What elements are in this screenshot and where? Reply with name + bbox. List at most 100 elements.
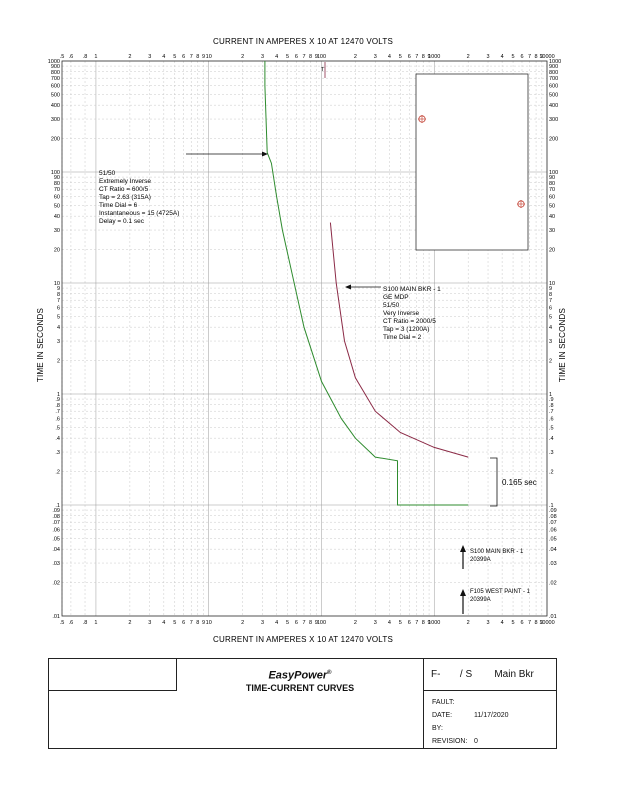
y-tick-label-left: .6 xyxy=(55,417,60,423)
svg-text:51/50: 51/50 xyxy=(383,302,400,309)
x-tick-label-top: 6 xyxy=(182,54,185,60)
x-tick-label-bottom: 1000 xyxy=(428,620,440,626)
x-tick-label-bottom: 10 xyxy=(206,620,212,626)
y-tick-label-right: .08 xyxy=(549,514,557,520)
x-tick-label-bottom: 8 xyxy=(535,620,538,626)
x-tick-label-bottom: 4 xyxy=(501,620,504,626)
x-tick-label-top: 4 xyxy=(501,54,504,60)
y-tick-label-right: .05 xyxy=(549,536,557,542)
y-tick-label-left: 700 xyxy=(51,76,60,82)
y-tick-label-left: 8 xyxy=(57,292,60,298)
x-tick-label-top: 8 xyxy=(535,54,538,60)
x-tick-label-top: 2 xyxy=(467,54,470,60)
y-tick-label-right: .1 xyxy=(549,503,554,509)
title-block-logo-area xyxy=(49,659,177,691)
y-tick-label-left: 800 xyxy=(51,70,60,76)
x-tick-label-bottom: 9 xyxy=(202,620,205,626)
x-tick-label-bottom: 5 xyxy=(286,620,289,626)
field-fault-label: FAULT: xyxy=(432,699,455,706)
green-relay-arrow xyxy=(186,151,268,157)
x-tick-label-top: 3 xyxy=(261,54,264,60)
svg-text:20399A: 20399A xyxy=(470,557,491,563)
x-tick-label-top: 1 xyxy=(94,54,97,60)
x-tick-label-bottom: .8 xyxy=(83,620,88,626)
x-tick-label-top: 9 xyxy=(540,54,543,60)
x-tick-label-bottom: 2 xyxy=(128,620,131,626)
x-tick-label-top: 8 xyxy=(422,54,425,60)
x-tick-label-bottom: 3 xyxy=(148,620,151,626)
oneline-inset-box xyxy=(415,73,529,251)
y-tick-label-left: 500 xyxy=(51,92,60,98)
y-tick-label-left: 900 xyxy=(51,64,60,70)
y-tick-label-right: .6 xyxy=(549,417,554,423)
x-tick-label-bottom: .5 xyxy=(60,620,65,626)
y-tick-label-right: .2 xyxy=(549,470,554,476)
relay-51-50-extremely-inverse-curve xyxy=(264,61,469,506)
y-tick-label-right: .4 xyxy=(549,436,554,442)
y-tick-label-left: 20 xyxy=(54,248,60,254)
y-tick-label-right: 10 xyxy=(549,281,555,287)
tcc-chart: CURRENT IN AMPERES X 10 AT 12470 VOLTS C… xyxy=(36,37,567,644)
title-block: EasyPower® TIME-CURRENT CURVES F- / S Ma… xyxy=(48,658,557,749)
y-tick-label-left: 100 xyxy=(51,170,60,176)
y-tick-label-left: 30 xyxy=(54,228,60,234)
y-tick-label-left: 5 xyxy=(57,314,60,320)
y-tick-label-right: 80 xyxy=(549,181,555,187)
x-tick-label-top: 5 xyxy=(286,54,289,60)
y-tick-label-right: 100 xyxy=(549,170,558,176)
y-tick-label-left: .2 xyxy=(55,470,60,476)
x-tick-label-top: 10 xyxy=(206,54,212,60)
y-tick-label-left: 90 xyxy=(54,175,60,181)
x-tick-label-top: 2 xyxy=(241,54,244,60)
fault-arrow-f105: F105 WEST PAINT - 1 20399A xyxy=(460,589,531,614)
y-tick-label-left: .7 xyxy=(55,409,60,415)
document-title: TIME-CURRENT CURVES xyxy=(245,682,355,693)
y-tick-label-left: .05 xyxy=(52,536,60,542)
y-tick-label-left: .04 xyxy=(52,547,60,553)
y-tick-label-left: 1 xyxy=(57,392,60,398)
x-tick-label-bottom: 5 xyxy=(512,620,515,626)
svg-text:Delay = 0.1 sec: Delay = 0.1 sec xyxy=(99,218,145,225)
svg-text:GE MDP: GE MDP xyxy=(383,294,409,301)
margin-bracket: 0.165 sec xyxy=(490,457,537,507)
y-tick-label-right: 20 xyxy=(549,248,555,254)
x-tick-label-bottom: 5 xyxy=(399,620,402,626)
svg-text:S100 MAIN BKR - 1: S100 MAIN BKR - 1 xyxy=(470,549,524,555)
y-tick-label-left: 400 xyxy=(51,103,60,109)
y-tick-label-left: 70 xyxy=(54,187,60,193)
y-tick-label-left: .07 xyxy=(52,520,60,526)
maroon-relay-arrow xyxy=(345,284,381,290)
x-tick-label-bottom: 8 xyxy=(309,620,312,626)
y-tick-label-left: .9 xyxy=(55,397,60,403)
y-tick-label-left: 80 xyxy=(54,181,60,187)
y-tick-label-left: .09 xyxy=(52,508,60,514)
y-tick-label-right: .8 xyxy=(549,403,554,409)
y-tick-label-right: 1 xyxy=(549,392,552,398)
top-marker: T xyxy=(321,62,326,78)
x-tick-label-top: 7 xyxy=(528,54,531,60)
x-tick-label-bottom: 7 xyxy=(528,620,531,626)
x-tick-label-top: 3 xyxy=(487,54,490,60)
s100-main-bkr-very-inverse-curve xyxy=(329,222,469,458)
y-tick-label-left: 6 xyxy=(57,306,60,312)
svg-text:Tap = 2.63 (315A): Tap = 2.63 (315A) xyxy=(99,194,151,201)
y-tick-label-right: 1000 xyxy=(549,59,561,65)
y-tick-label-right: 5 xyxy=(549,314,552,320)
y-tick-label-left: 300 xyxy=(51,117,60,123)
x-tick-label-bottom: 2 xyxy=(354,620,357,626)
x-tick-label-bottom: 2 xyxy=(241,620,244,626)
x-tick-label-top: 4 xyxy=(388,54,391,60)
maroon-relay-annotation: S100 MAIN BKR - 1 GE MDP 51/50 Very Inve… xyxy=(383,286,441,341)
drawing-number-cell: F- / S Main Bkr xyxy=(423,659,557,691)
title-block-fields: FAULT: DATE: 11/17/2020 BY: REVISION: 0 xyxy=(423,691,557,749)
x-tick-label-bottom: 7 xyxy=(302,620,305,626)
svg-text:CT Ratio = 600/5: CT Ratio = 600/5 xyxy=(99,186,149,193)
x-tick-label-top: 8 xyxy=(309,54,312,60)
y-tick-label-right: 2 xyxy=(549,359,552,365)
tick-labels: .5.5.6.6.8.81122334455667788991010223344… xyxy=(48,54,562,626)
y-tick-label-right: .06 xyxy=(549,528,557,534)
y-tick-label-left: .5 xyxy=(55,425,60,431)
x-tick-label-bottom: 4 xyxy=(275,620,278,626)
x-tick-label-bottom: 8 xyxy=(196,620,199,626)
x-tick-label-bottom: 100 xyxy=(317,620,326,626)
